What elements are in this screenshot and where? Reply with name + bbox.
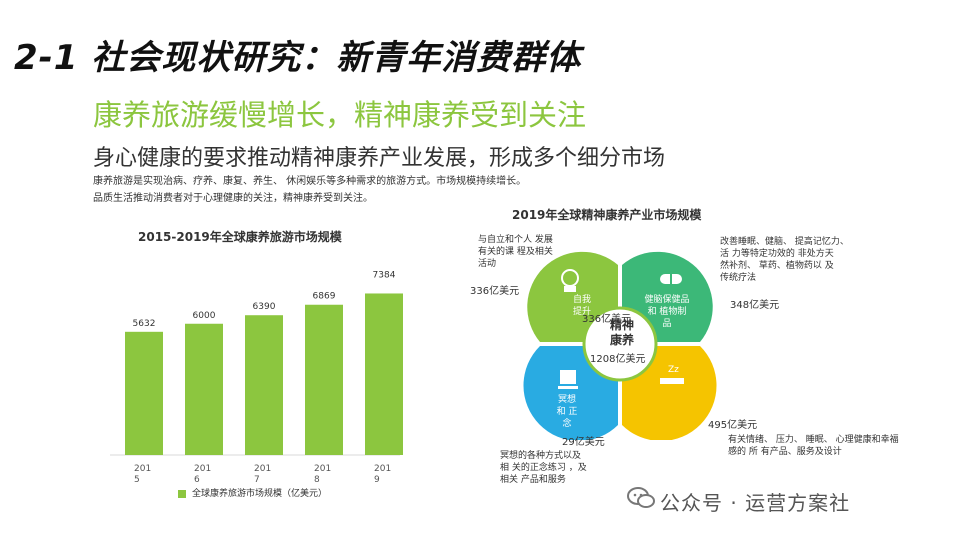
x-tick-label: 9 [374, 475, 380, 485]
petal-label-self: 自我 提升 [572, 295, 591, 317]
bar-2015 [125, 331, 163, 455]
meditation-icon [558, 370, 578, 389]
x-tick-label: 201 [194, 464, 211, 474]
bar-data-label: 5632 [133, 319, 156, 329]
wechat-icon [627, 487, 655, 508]
x-tick-label: 201 [314, 464, 331, 474]
slide-headline: 身心健康的要求推动精神康养产业发展，形成多个细分市场 [93, 146, 666, 171]
desc-sleep: 有关情绪、 压力、 睡眠、 心理健康和幸福 感的 所 有产品、服务及设计 [728, 435, 899, 457]
legend-swatch [178, 489, 186, 498]
x-tick-label: 7 [254, 475, 260, 485]
bar-2018 [305, 304, 343, 455]
petal-label-meditation: 冥想和 正念 [556, 395, 578, 429]
bar-data-label: 6000 [193, 311, 216, 321]
center-value: 1208亿美元 [590, 354, 646, 365]
x-tick-label: 8 [314, 475, 320, 485]
x-tick-label: 201 [254, 464, 271, 474]
petal-value-sleep: 495亿美元 [708, 420, 758, 431]
description-line-1: 康养旅游是实现治病、疗养、康复、养生、 休闲娱乐等多种需求的旅游方式。市场规模持… [93, 176, 527, 187]
x-tick-label: 201 [134, 464, 151, 474]
legend-label: 全球康养旅游市场规模（亿美元） [192, 489, 328, 499]
slide-subtitle: 康养旅游缓慢增长，精神康养受到关注 [93, 98, 587, 132]
petal-value-self-inner: 336亿美元 [582, 314, 632, 325]
x-tick-label: 6 [194, 475, 200, 485]
bar-data-label: 7384 [373, 270, 396, 280]
petal-value-supplements: 348亿美元 [730, 300, 780, 311]
watermark-text: 公众号 · 运营方案社 [660, 491, 851, 515]
description-line-2: 品质生活推动消费者对于心理健康的关注，精神康养受到关注。 [93, 193, 373, 204]
svg-text:Zz: Zz [668, 365, 679, 375]
desc-meditation: 冥想的各种方式以及相 关的正念练习 ，及 相关 产品和服务 [500, 451, 587, 485]
sleep-bed-icon: Zz [660, 365, 684, 384]
desc-self: 与自立和个人 发展 有关的课 程及相关 活动 [478, 235, 553, 269]
bar-chart-title: 2015-2019年全球康养旅游市场规模 [138, 230, 342, 244]
bar-data-label: 6869 [313, 292, 336, 302]
center-label: 精神 康养 [609, 318, 634, 347]
x-tick-label: 5 [134, 475, 140, 485]
bar-2016 [185, 323, 223, 455]
bar-2019 [365, 293, 403, 455]
x-tick-label: 201 [374, 464, 391, 474]
bar-2017 [245, 315, 283, 455]
bar-chart-legend: 全球康养旅游市场规模（亿美元） [178, 488, 353, 500]
center-circle [582, 306, 658, 382]
desc-supplements: 改善睡眠、健脑、 提高记忆力、活 力等特定功效的 非处方天 然补剂、 草药、植物药… [720, 237, 849, 283]
mind-map-graphic: Zz [523, 251, 717, 440]
petal-value-self-outer: 336亿美元 [470, 286, 520, 297]
pill-icon [660, 274, 682, 284]
petal-value-meditation: 29亿美元 [562, 437, 605, 448]
brain-head-icon [561, 269, 579, 292]
bar-data-label: 6390 [253, 302, 276, 312]
slide-title: 2-1 社会现状研究：新青年消费群体 [14, 38, 582, 78]
mind-map-title: 2019年全球精神康养产业市场规模 [512, 208, 702, 222]
petal-label-supplements: 健脑保健品和 植物制品 [644, 295, 690, 329]
